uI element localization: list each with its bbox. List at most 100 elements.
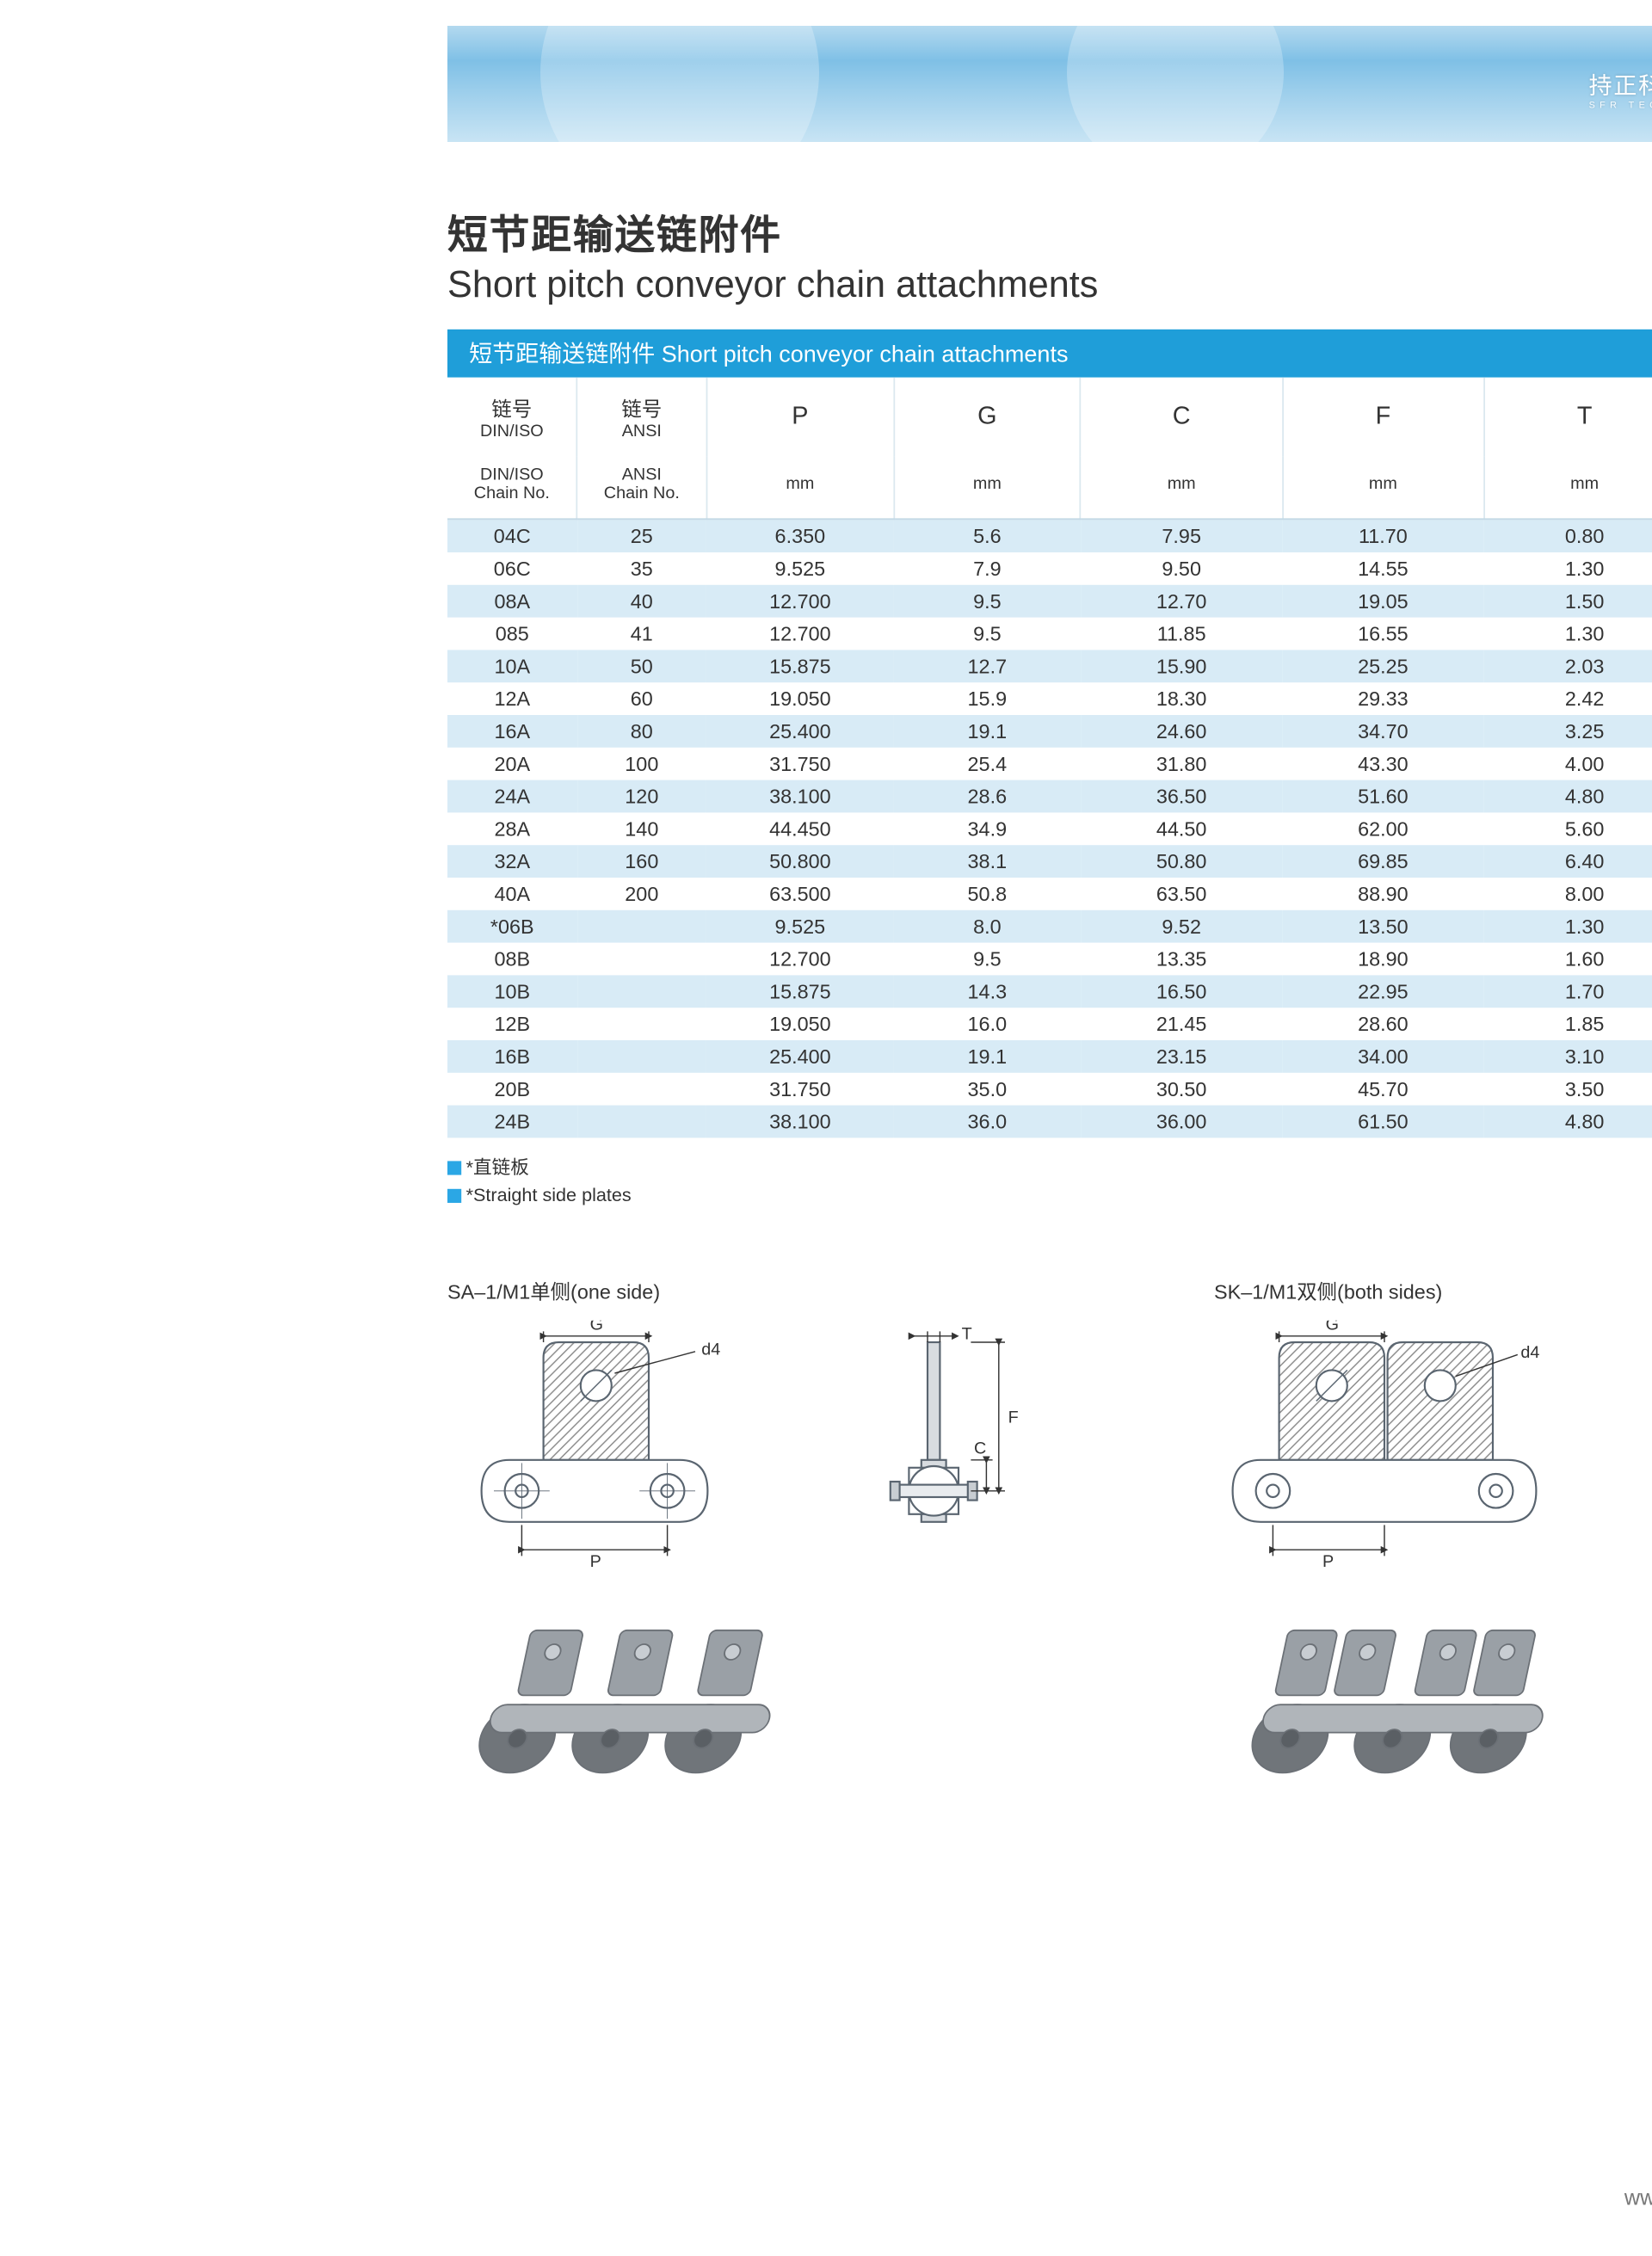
table-cell: 6.350 bbox=[706, 519, 893, 552]
table-cell: 35.0 bbox=[894, 1073, 1081, 1106]
table-cell: 12.700 bbox=[706, 618, 893, 650]
table-cell: 4.80 bbox=[1484, 780, 1652, 813]
table-cell bbox=[577, 910, 707, 943]
table-cell: 50.800 bbox=[706, 845, 893, 878]
table-subheader-cell: mm bbox=[1282, 456, 1483, 519]
table-subheader-cell: mm bbox=[1081, 456, 1282, 519]
table-cell: 15.90 bbox=[1081, 650, 1282, 682]
table-cell: 085 bbox=[447, 618, 577, 650]
company-en: SFR TECHNOLOGY CO., LTD bbox=[1589, 102, 1652, 111]
table-cell: 5.6 bbox=[894, 519, 1081, 552]
table-row: 28A14044.45034.944.5062.005.6011.4 bbox=[447, 812, 1652, 845]
table-cell: 69.85 bbox=[1282, 845, 1483, 878]
table-cell: 12.700 bbox=[706, 585, 893, 618]
table-cell: 7.95 bbox=[1081, 519, 1282, 552]
table-cell: 41 bbox=[577, 618, 707, 650]
table-cell: 16.0 bbox=[894, 1008, 1081, 1040]
table-cell: 36.00 bbox=[1081, 1106, 1282, 1138]
table-cell: 25.400 bbox=[706, 1040, 893, 1073]
diagram-sk1: SK–1/M1双侧(both sides) bbox=[1214, 1276, 1652, 1801]
title-cn: 短节距输送链附件 bbox=[447, 204, 1652, 262]
table-row: 40A20063.50050.863.5088.908.0016.3 bbox=[447, 878, 1652, 910]
table-cell: 3.25 bbox=[1484, 715, 1652, 748]
table-cell: 16.50 bbox=[1081, 975, 1282, 1008]
table-cell: 34.00 bbox=[1282, 1040, 1483, 1073]
table-cell: 5.60 bbox=[1484, 812, 1652, 845]
table-cell: 34.70 bbox=[1282, 715, 1483, 748]
svg-text:T: T bbox=[962, 1324, 972, 1343]
table-cell: 15.9 bbox=[894, 682, 1081, 715]
table-cell: 32A bbox=[447, 845, 577, 878]
table-cell: 61.50 bbox=[1282, 1106, 1483, 1138]
diagram-front-svg: G d4 P bbox=[1214, 1321, 1601, 1569]
table-cell: 9.525 bbox=[706, 552, 893, 585]
table-cell bbox=[577, 1106, 707, 1138]
table-cell bbox=[577, 1040, 707, 1073]
table-cell: 22.95 bbox=[1282, 975, 1483, 1008]
table-cell: 1.50 bbox=[1484, 585, 1652, 618]
table-cell: 28.6 bbox=[894, 780, 1081, 813]
diagram-title: SA–1/M1单侧(one side) bbox=[447, 1276, 1121, 1305]
chain-render-sa1 bbox=[478, 1600, 835, 1801]
svg-text:G: G bbox=[1326, 1321, 1339, 1334]
table-cell bbox=[577, 1073, 707, 1106]
svg-text:P: P bbox=[1322, 1552, 1334, 1569]
banner-image: 持正科技股份有限公司 SFR TECHNOLOGY CO., LTD bbox=[447, 26, 1652, 142]
table-cell: 6.40 bbox=[1484, 845, 1652, 878]
table-cell: 43.30 bbox=[1282, 748, 1483, 780]
table-cell: 50.8 bbox=[894, 878, 1081, 910]
table-cell: 16B bbox=[447, 1040, 577, 1073]
table-cell: 29.33 bbox=[1282, 682, 1483, 715]
table-cell: 38.100 bbox=[706, 1106, 893, 1138]
table-cell: 9.5 bbox=[894, 618, 1081, 650]
table-row: 04C256.3505.67.9511.700.803.4 bbox=[447, 519, 1652, 552]
table-cell: 9.525 bbox=[706, 910, 893, 943]
section-bar: 短节距输送链附件 Short pitch conveyor chain atta… bbox=[447, 330, 1652, 378]
table-cell: 12A bbox=[447, 682, 577, 715]
table-cell: 8.0 bbox=[894, 910, 1081, 943]
table-cell: 4.00 bbox=[1484, 748, 1652, 780]
table-row: 08A4012.7009.512.7019.051.503.4 bbox=[447, 585, 1652, 618]
table-cell: 08B bbox=[447, 943, 577, 976]
table-cell: 24B bbox=[447, 1106, 577, 1138]
table-row: 06C359.5257.99.5014.551.303.4 bbox=[447, 552, 1652, 585]
table-cell: 8.00 bbox=[1484, 878, 1652, 910]
table-cell: 88.90 bbox=[1282, 878, 1483, 910]
table-cell: 24.60 bbox=[1081, 715, 1282, 748]
table-cell bbox=[577, 1008, 707, 1040]
table-cell: 31.750 bbox=[706, 1073, 893, 1106]
table-cell: 25.25 bbox=[1282, 650, 1483, 682]
table-cell: 15.875 bbox=[706, 650, 893, 682]
table-row: 10B15.87514.316.5022.951.705.3 bbox=[447, 975, 1652, 1008]
footer-url: www.sfrchain.com bbox=[1624, 2185, 1652, 2210]
table-cell: 35 bbox=[577, 552, 707, 585]
diagram-side-svg: T F C bbox=[866, 1321, 1051, 1569]
table-row: 0854112.7009.511.8516.551.303.6 bbox=[447, 618, 1652, 650]
svg-text:d4: d4 bbox=[701, 1340, 720, 1359]
table-cell: 40 bbox=[577, 585, 707, 618]
page-footer: www.sfrchain.com 062 bbox=[1624, 2185, 1652, 2210]
chain-render-sk1 bbox=[1245, 1600, 1601, 1801]
table-cell: 140 bbox=[577, 812, 707, 845]
table-cell: 30.50 bbox=[1081, 1073, 1282, 1106]
table-cell: 12.70 bbox=[1081, 585, 1282, 618]
table-cell: 2.42 bbox=[1484, 682, 1652, 715]
table-cell: 200 bbox=[577, 878, 707, 910]
company-name: 持正科技股份有限公司 SFR TECHNOLOGY CO., LTD bbox=[1589, 69, 1652, 111]
table-header-cell: T bbox=[1484, 378, 1652, 457]
table-row: 20B31.75035.030.5045.703.509.0 bbox=[447, 1073, 1652, 1106]
table-cell: 19.1 bbox=[894, 715, 1081, 748]
table-cell: 9.50 bbox=[1081, 552, 1282, 585]
table-cell: 19.1 bbox=[894, 1040, 1081, 1073]
table-cell: 14.3 bbox=[894, 975, 1081, 1008]
table-notes: *直链板 *Straight side plates bbox=[447, 1153, 1652, 1205]
banner: 持正科技股份有限公司 SFR TECHNOLOGY CO., LTD bbox=[447, 26, 1652, 142]
table-cell: 44.450 bbox=[706, 812, 893, 845]
table-cell: 62.00 bbox=[1282, 812, 1483, 845]
table-cell: 44.50 bbox=[1081, 812, 1282, 845]
table-cell: 2.03 bbox=[1484, 650, 1652, 682]
table-cell: 20B bbox=[447, 1073, 577, 1106]
table-header-cell: P bbox=[706, 378, 893, 457]
table-row: 32A16050.80038.150.8069.856.4013.1 bbox=[447, 845, 1652, 878]
table-cell: 16A bbox=[447, 715, 577, 748]
